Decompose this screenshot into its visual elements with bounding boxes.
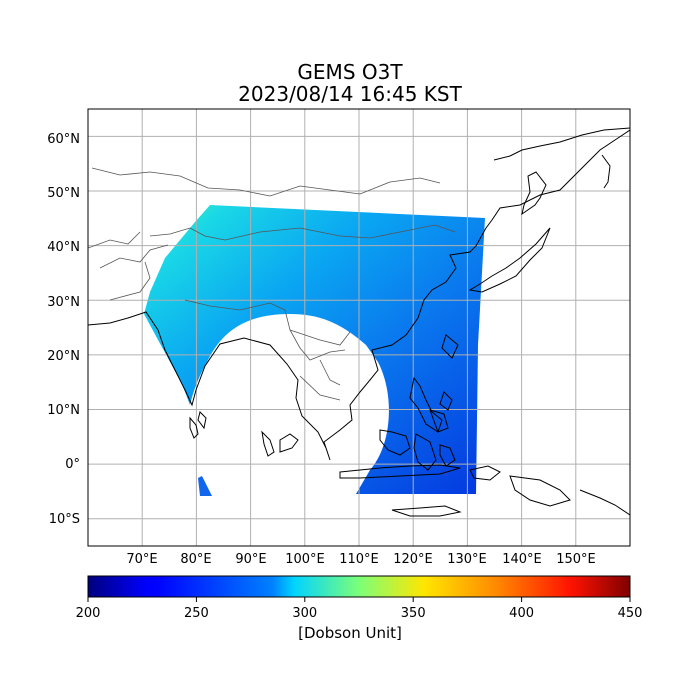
lon-tick-label: 100°E <box>285 552 325 567</box>
lat-tick-label: 0° <box>65 457 80 472</box>
lon-ticks: 70°E 80°E 90°E 100°E 110°E 120°E 130°E 1… <box>126 552 595 567</box>
lon-tick-label: 140°E <box>502 552 542 567</box>
lon-tick-label: 120°E <box>393 552 433 567</box>
lat-tick-label: 30°N <box>47 295 80 310</box>
map-frame <box>87 108 631 547</box>
colorbar-label: [Dobson Unit] <box>298 624 402 642</box>
lon-tick-label: 110°E <box>339 552 379 567</box>
colorbar-tick-label: 250 <box>184 606 209 621</box>
colorbar-ticks: 200 250 300 350 400 450 <box>76 597 643 621</box>
lat-tick-label: 60°N <box>47 132 80 147</box>
coastlines <box>88 127 630 517</box>
ozone-swath <box>144 205 485 494</box>
lon-tick-label: 90°E <box>235 552 266 567</box>
lon-tick-label: 130°E <box>447 552 487 567</box>
colorbar-tick-label: 450 <box>618 606 643 621</box>
colorbar <box>87 575 631 598</box>
lat-tick-label: 20°N <box>47 349 80 364</box>
colorbar-tick-label: 300 <box>292 606 317 621</box>
lat-tick-label: 40°N <box>47 240 80 255</box>
lon-tick-label: 70°E <box>126 552 157 567</box>
map-area <box>88 109 630 546</box>
gridlines <box>88 109 630 546</box>
country-borders <box>88 167 456 401</box>
lat-tick-label: 10°S <box>49 512 80 527</box>
map-title: GEMS O3T <box>297 60 403 84</box>
ozone-patch <box>198 476 212 496</box>
colorbar-tick-label: 350 <box>401 606 426 621</box>
lat-ticks: 60°N 50°N 40°N 30°N 20°N 10°N 0° 10°S <box>47 132 80 527</box>
colorbar-tick-label: 400 <box>509 606 534 621</box>
lat-tick-label: 10°N <box>47 403 80 418</box>
lon-tick-label: 150°E <box>556 552 596 567</box>
map-subtitle: 2023/08/14 16:45 KST <box>238 82 462 106</box>
colorbar-tick-label: 200 <box>76 606 101 621</box>
lat-tick-label: 50°N <box>47 186 80 201</box>
lon-tick-label: 80°E <box>180 552 211 567</box>
